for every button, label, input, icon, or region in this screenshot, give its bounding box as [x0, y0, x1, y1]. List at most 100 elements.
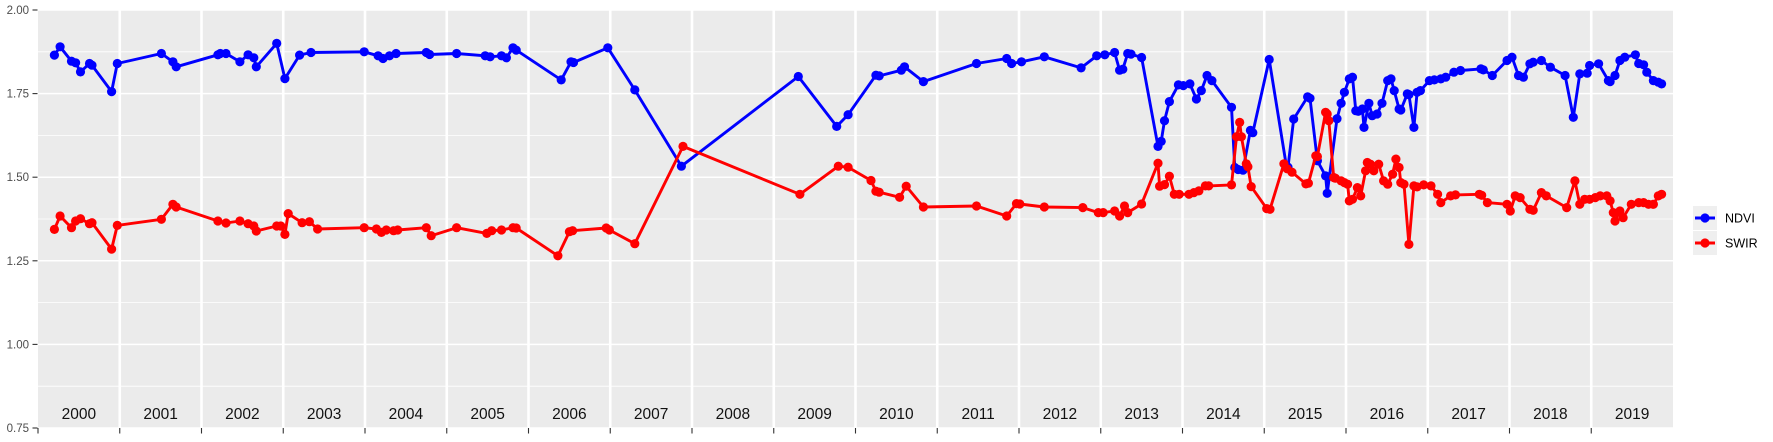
data-point-ndvi [1305, 93, 1315, 103]
data-point-ndvi [1007, 58, 1017, 69]
data-point-ndvi [1039, 52, 1049, 62]
data-point-ndvi [1560, 70, 1570, 81]
x-year-label: 2019 [1615, 406, 1649, 423]
data-point-swir [1246, 182, 1256, 192]
legend-label: NDVI [1725, 212, 1755, 226]
data-point-swir [1361, 166, 1371, 176]
data-point-ndvi [1339, 87, 1349, 97]
data-point-swir [1477, 190, 1487, 200]
data-point-ndvi [1594, 59, 1604, 69]
data-point-swir [1204, 181, 1214, 191]
data-point-swir [1562, 203, 1572, 213]
x-year-label: 2014 [1206, 406, 1241, 423]
data-point-ndvi [1582, 68, 1592, 78]
data-point-ndvi [171, 62, 181, 72]
data-point-ndvi [272, 38, 282, 49]
data-point-swir [971, 201, 982, 211]
data-point-swir [251, 226, 261, 236]
data-point-ndvi [1575, 69, 1585, 79]
data-point-swir [1153, 158, 1163, 168]
data-point-swir [866, 175, 876, 186]
data-point-ndvi [1396, 105, 1406, 115]
data-point-swir [604, 225, 615, 235]
data-point-swir [1404, 239, 1414, 249]
data-point-swir [1002, 211, 1012, 221]
data-point-swir [452, 223, 462, 233]
data-point-swir [112, 220, 122, 230]
data-point-ndvi [630, 85, 640, 95]
data-point-swir [1419, 180, 1429, 190]
data-point-ndvi [1409, 122, 1419, 132]
data-point-ndvi [1137, 52, 1147, 63]
data-point-ndvi [1568, 112, 1578, 122]
data-point-ndvi [1620, 52, 1630, 62]
data-point-swir [1541, 191, 1551, 201]
data-point-swir [1312, 151, 1322, 162]
x-year-label: 2009 [797, 406, 831, 423]
data-point-ndvi [793, 71, 803, 82]
data-point-swir [426, 231, 436, 241]
x-year-label: 2010 [879, 406, 914, 423]
data-point-swir [1595, 191, 1605, 201]
data-point-swir [1287, 167, 1297, 177]
data-point-swir [1347, 194, 1358, 204]
data-point-ndvi [1455, 65, 1466, 76]
data-point-ndvi [556, 75, 566, 85]
data-point-swir [1137, 199, 1147, 209]
data-point-ndvi [1321, 171, 1331, 181]
data-point-ndvi [221, 48, 231, 59]
data-point-ndvi [1404, 90, 1414, 100]
data-point-swir [1243, 162, 1253, 172]
data-point-ndvi [1386, 74, 1396, 84]
data-point-ndvi [1441, 72, 1451, 82]
data-point-ndvi [55, 42, 65, 52]
data-point-swir [107, 244, 117, 254]
data-point-ndvi [1207, 76, 1217, 86]
data-point-ndvi [1487, 70, 1497, 81]
data-point-swir [1482, 198, 1492, 208]
data-point-ndvi [1289, 114, 1299, 124]
data-point-swir [1078, 203, 1088, 213]
x-year-label: 2011 [961, 406, 994, 423]
data-point-ndvi [603, 43, 613, 53]
data-point-swir [1657, 189, 1667, 199]
data-point-ndvi [1389, 86, 1399, 96]
data-point-ndvi [1657, 79, 1667, 89]
data-point-swir [1235, 117, 1245, 127]
data-point-ndvi [306, 47, 316, 58]
data-point-ndvi [235, 57, 245, 67]
data-point-swir [1433, 189, 1443, 199]
data-point-swir [1015, 199, 1025, 209]
y-tick-label: 1.25 [7, 256, 29, 268]
data-point-ndvi [918, 77, 929, 87]
data-point-ndvi [1545, 62, 1555, 72]
data-point-swir [421, 223, 431, 233]
data-point-swir [75, 214, 86, 224]
x-year-label: 2016 [1370, 406, 1404, 423]
data-point-ndvi [1185, 79, 1195, 89]
data-point-ndvi [249, 53, 259, 63]
data-point-ndvi [1159, 116, 1170, 126]
data-point-ndvi [1126, 49, 1136, 59]
data-point-swir [1394, 162, 1404, 173]
x-year-label: 2008 [716, 406, 750, 423]
data-point-ndvi [112, 58, 122, 69]
x-year-label: 2004 [389, 406, 424, 423]
legend-label: SWIR [1725, 237, 1758, 251]
data-point-swir [359, 223, 369, 233]
data-point-ndvi [1357, 104, 1367, 114]
data-point-swir [221, 218, 231, 228]
data-point-swir [304, 217, 314, 227]
data-point-swir [87, 218, 97, 228]
data-point-swir [393, 225, 403, 235]
y-tick-label: 1.00 [7, 339, 29, 351]
legend-item-ndvi: NDVI [1693, 206, 1755, 230]
data-point-ndvi [1536, 55, 1546, 66]
x-year-label: 2017 [1451, 406, 1485, 423]
legend-item-swir: SWIR [1693, 231, 1758, 255]
data-point-swir [1436, 198, 1446, 208]
data-point-swir [49, 224, 60, 234]
data-point-swir [1098, 208, 1108, 218]
data-point-swir [280, 229, 290, 239]
